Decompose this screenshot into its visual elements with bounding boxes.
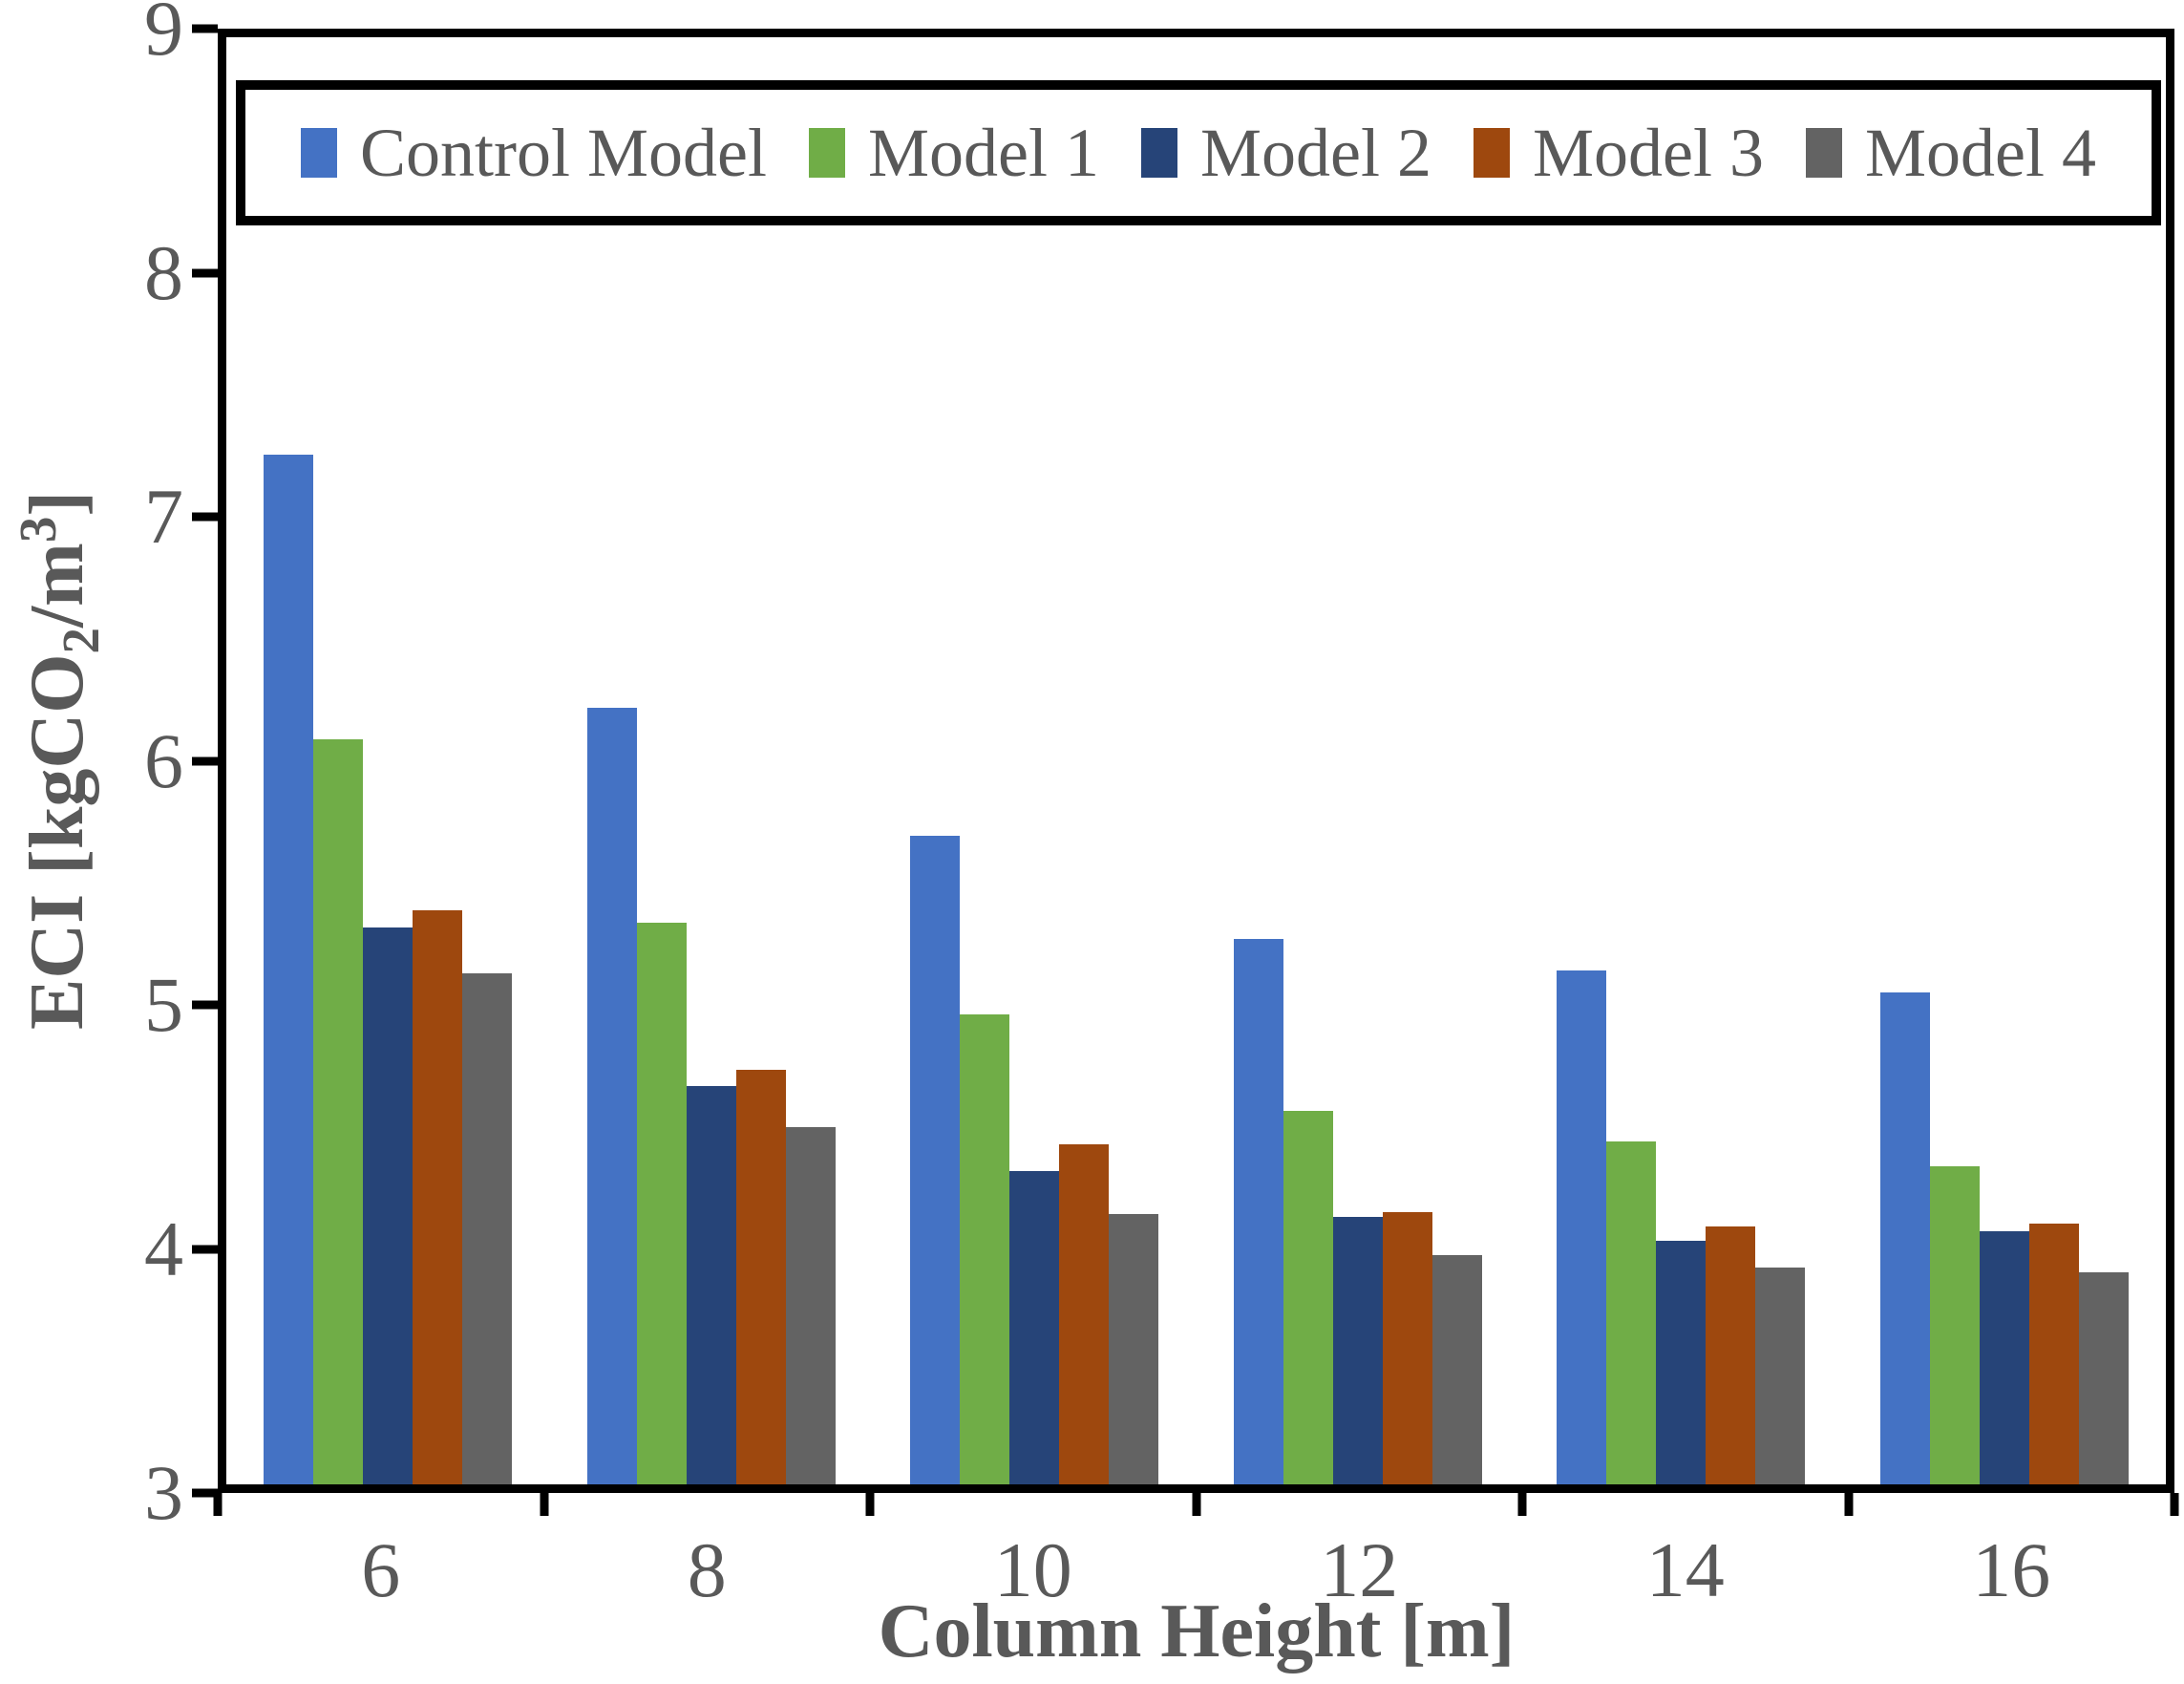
x-tick-label-16: 16 — [1972, 1526, 2051, 1613]
bar-model-3-8m — [735, 1069, 786, 1484]
x-tick-label-10: 10 — [993, 1526, 1072, 1613]
bar-control-model-8m — [586, 707, 637, 1484]
x-tick-label-6: 6 — [361, 1526, 401, 1613]
y-tick-label-7: 7 — [144, 473, 183, 560]
legend-swatch-icon — [1141, 128, 1178, 178]
bar-model-3-6m — [413, 910, 463, 1484]
bar-group-6m — [226, 37, 550, 1484]
bar-group-8m — [550, 37, 874, 1484]
bar-model-2-8m — [686, 1086, 736, 1484]
legend-swatch-icon — [301, 128, 337, 178]
x-tick-mark-1 — [540, 1493, 548, 1516]
bar-group-10m — [873, 37, 1197, 1484]
bar-model-2-14m — [1656, 1240, 1707, 1484]
plot-area — [218, 29, 2174, 1493]
legend-label: Model 3 — [1533, 115, 1764, 191]
bar-model-2-16m — [1979, 1230, 2029, 1484]
bar-group-12m — [1197, 37, 1520, 1484]
y-tick-mark-4 — [192, 1245, 218, 1253]
bar-group-14m — [1519, 37, 1843, 1484]
legend-label: Control Model — [360, 115, 767, 191]
legend-swatch-icon — [809, 128, 846, 178]
y-tick-label-3: 3 — [144, 1449, 183, 1536]
x-tick-mark-0 — [213, 1493, 223, 1516]
bar-model-4-16m — [2078, 1271, 2129, 1484]
legend-item-model-1: Model 1 — [809, 118, 1099, 187]
bar-control-model-14m — [1557, 970, 1607, 1484]
x-tick-mark-2 — [865, 1493, 875, 1516]
legend-swatch-icon — [1806, 128, 1843, 178]
legend-label: Model 2 — [1200, 115, 1431, 191]
y-tick-label-5: 5 — [144, 961, 183, 1048]
legend-item-model-3: Model 3 — [1474, 118, 1764, 187]
bar-model-2-6m — [363, 927, 413, 1484]
bar-model-4-6m — [462, 972, 513, 1484]
bar-series-container — [226, 37, 2166, 1484]
bar-model-1-14m — [1606, 1141, 1657, 1484]
bar-model-1-8m — [636, 922, 687, 1484]
x-tick-label-12: 12 — [1320, 1526, 1399, 1613]
bar-model-4-8m — [785, 1127, 836, 1484]
bar-model-3-10m — [1059, 1143, 1110, 1484]
x-tick-mark-6 — [2170, 1493, 2179, 1516]
bar-group-16m — [1843, 37, 2167, 1484]
y-tick-label-4: 4 — [144, 1204, 183, 1292]
legend-item-control-model: Control Model — [301, 118, 767, 187]
bar-control-model-16m — [1879, 991, 1930, 1484]
x-tick-label-8: 8 — [687, 1526, 727, 1613]
bar-model-1-6m — [313, 738, 364, 1484]
bar-model-3-12m — [1382, 1211, 1432, 1484]
bar-control-model-6m — [264, 454, 314, 1484]
legend-label: Model 4 — [1865, 115, 2096, 191]
legend-item-model-2: Model 2 — [1141, 118, 1431, 187]
bar-control-model-12m — [1233, 939, 1283, 1484]
y-tick-mark-9 — [192, 24, 218, 33]
y-tick-mark-8 — [192, 268, 218, 277]
bar-model-1-12m — [1283, 1110, 1333, 1484]
x-tick-mark-5 — [1844, 1493, 1853, 1516]
legend-item-model-4: Model 4 — [1806, 118, 2096, 187]
x-tick-label-14: 14 — [1645, 1526, 1725, 1613]
y-tick-label-6: 6 — [144, 716, 183, 804]
x-tick-mark-3 — [1192, 1493, 1200, 1516]
y-tick-label-8: 8 — [144, 228, 183, 316]
legend: Control Model Model 1 Model 2 Model 3 Model … — [236, 80, 2161, 225]
bar-model-4-14m — [1755, 1267, 1806, 1484]
legend-label: Model 1 — [868, 115, 1099, 191]
bar-model-3-14m — [1706, 1226, 1756, 1484]
y-tick-mark-7 — [192, 512, 218, 522]
y-tick-mark-3 — [192, 1488, 218, 1498]
y-axis-title-part: 2 — [51, 628, 110, 654]
x-tick-mark-4 — [1517, 1493, 1527, 1516]
x-axis-title: Column Height [m] — [878, 1589, 1516, 1673]
bar-model-2-12m — [1332, 1216, 1383, 1484]
y-tick-label-9: 9 — [144, 0, 183, 72]
bar-model-3-16m — [2028, 1224, 2079, 1484]
y-tick-mark-5 — [192, 1000, 218, 1010]
bar-model-4-10m — [1109, 1214, 1159, 1484]
bar-model-2-10m — [1009, 1170, 1060, 1484]
bar-model-1-10m — [960, 1013, 1010, 1484]
bar-control-model-10m — [910, 835, 961, 1484]
bar-model-4-12m — [1431, 1255, 1482, 1484]
legend-swatch-icon — [1474, 128, 1511, 178]
y-tick-mark-6 — [192, 757, 218, 765]
bar-model-1-16m — [1929, 1165, 1980, 1484]
